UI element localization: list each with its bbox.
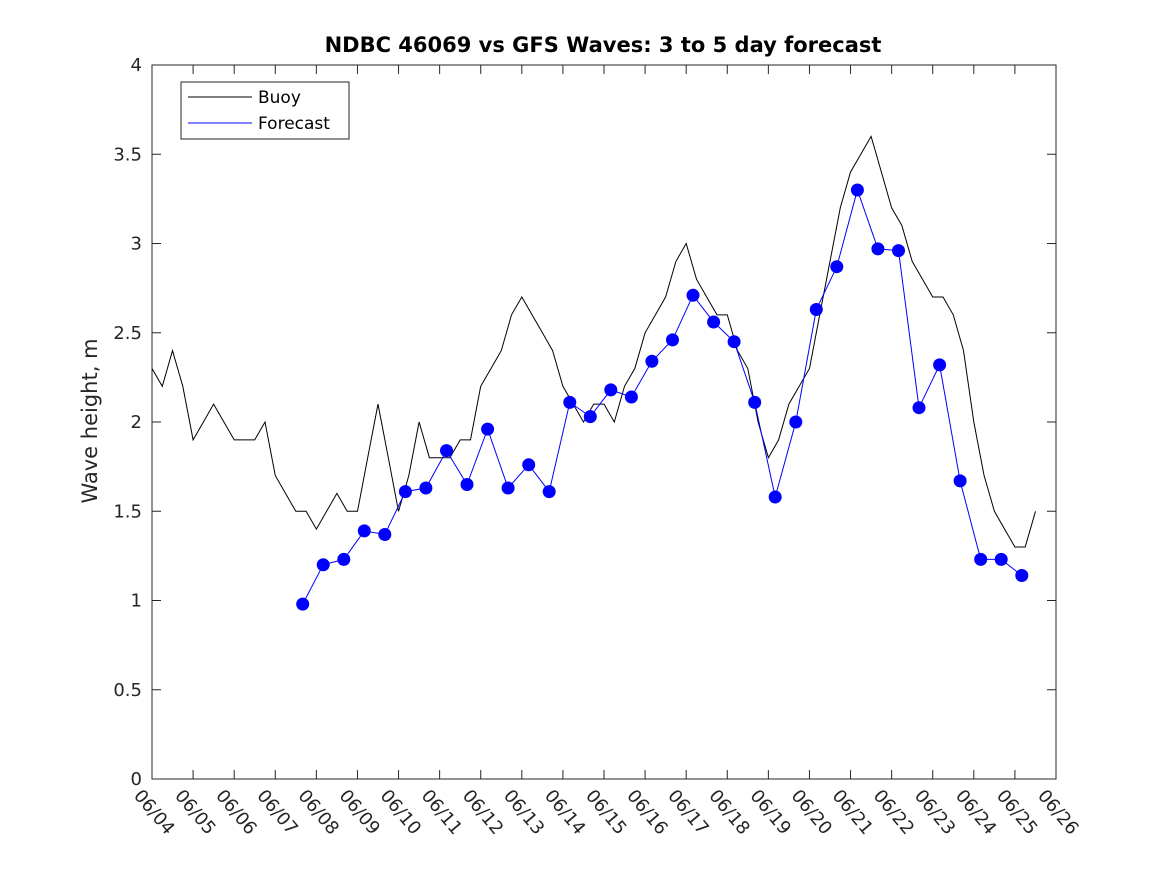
forecast-point bbox=[871, 242, 885, 256]
forecast-point bbox=[994, 552, 1008, 566]
forecast-point bbox=[357, 524, 371, 538]
x-tick-label: 06/05 bbox=[170, 786, 219, 839]
forecast-point bbox=[727, 335, 741, 349]
forecast-point bbox=[892, 244, 905, 258]
x-tick-label: 06/13 bbox=[499, 786, 548, 839]
forecast-point bbox=[501, 481, 515, 495]
x-tick-label: 06/20 bbox=[787, 786, 836, 839]
forecast-point bbox=[460, 478, 474, 491]
forecast-point bbox=[809, 303, 823, 316]
forecast-point bbox=[645, 354, 659, 368]
x-tick-label: 06/06 bbox=[211, 786, 260, 839]
forecast-point bbox=[686, 288, 700, 302]
forecast-point bbox=[316, 558, 330, 572]
forecast-point bbox=[768, 490, 782, 504]
forecast-point bbox=[378, 528, 392, 541]
y-tick-label: 3.5 bbox=[113, 144, 142, 165]
forecast-point bbox=[953, 474, 967, 488]
forecast-point bbox=[1015, 569, 1029, 582]
forecast-point bbox=[296, 597, 310, 611]
plot-frame bbox=[151, 64, 1057, 780]
x-tick-label: 06/11 bbox=[417, 786, 466, 839]
forecast-point bbox=[850, 183, 864, 197]
forecast-point bbox=[419, 481, 433, 495]
y-tick-label: 0.5 bbox=[113, 680, 142, 701]
x-tick-label: 06/26 bbox=[1033, 786, 1082, 839]
y-tick-label: 2.5 bbox=[113, 323, 142, 344]
buoy-line bbox=[151, 135, 1036, 548]
forecast-point bbox=[624, 390, 638, 404]
forecast-series bbox=[296, 183, 1029, 611]
x-tick-label: 06/25 bbox=[992, 786, 1041, 839]
y-tick-label: 3 bbox=[131, 234, 142, 255]
x-tick-label: 06/14 bbox=[540, 786, 589, 839]
y-tick-label: 1.5 bbox=[113, 501, 142, 522]
forecast-point bbox=[789, 415, 803, 429]
y-tick-label: 2 bbox=[131, 412, 142, 433]
forecast-point bbox=[912, 401, 926, 415]
x-tick-label: 06/22 bbox=[869, 786, 918, 839]
y-tick-label: 1 bbox=[131, 591, 142, 612]
x-tick-label: 06/04 bbox=[129, 786, 178, 839]
x-tick-label: 06/18 bbox=[704, 786, 753, 839]
plot-area: 00.511.522.533.54 06/0406/0506/0606/0706… bbox=[113, 55, 1082, 839]
forecast-point bbox=[440, 444, 453, 458]
x-tick-label: 06/19 bbox=[746, 786, 795, 839]
forecast-point bbox=[748, 395, 762, 409]
chart-title: NDBC 46069 vs GFS Waves: 3 to 5 day fore… bbox=[325, 33, 882, 57]
legend: Buoy Forecast bbox=[180, 81, 350, 140]
legend-buoy-label: Buoy bbox=[258, 88, 301, 108]
forecast-point bbox=[563, 395, 577, 409]
x-tick-label: 06/08 bbox=[294, 786, 343, 839]
forecast-point bbox=[542, 485, 556, 499]
forecast-point bbox=[481, 422, 495, 436]
legend-forecast-label: Forecast bbox=[258, 114, 330, 134]
y-tick-label: 0 bbox=[131, 769, 142, 790]
x-tick-label: 06/12 bbox=[458, 786, 507, 839]
forecast-point bbox=[522, 458, 536, 472]
forecast-point bbox=[604, 383, 618, 397]
forecast-point bbox=[398, 485, 412, 499]
x-tick-label: 06/24 bbox=[951, 786, 1000, 839]
legend-box bbox=[180, 81, 350, 140]
x-tick-label: 06/15 bbox=[581, 786, 630, 839]
x-tick-label: 06/17 bbox=[663, 786, 712, 839]
buoy-series bbox=[151, 135, 1036, 548]
y-axis-ticks: 0 0.5 1 1.5 2 2.5 3 3.5 4 bbox=[113, 55, 1056, 790]
forecast-point bbox=[974, 552, 988, 566]
forecast-point bbox=[337, 552, 351, 566]
forecast-point bbox=[666, 333, 679, 347]
x-tick-label: 06/07 bbox=[252, 786, 301, 839]
forecast-point bbox=[933, 358, 947, 372]
forecast-point bbox=[707, 315, 721, 329]
y-tick-label: 4 bbox=[131, 55, 142, 76]
x-tick-label: 06/21 bbox=[828, 786, 877, 839]
y-axis-label: Wave height, m bbox=[78, 338, 102, 503]
x-tick-label: 06/09 bbox=[335, 786, 384, 839]
x-tick-label: 06/16 bbox=[622, 786, 671, 839]
forecast-point bbox=[583, 410, 597, 424]
forecast-point bbox=[830, 260, 844, 274]
x-tick-label: 06/10 bbox=[376, 786, 425, 839]
x-tick-label: 06/23 bbox=[910, 786, 959, 839]
